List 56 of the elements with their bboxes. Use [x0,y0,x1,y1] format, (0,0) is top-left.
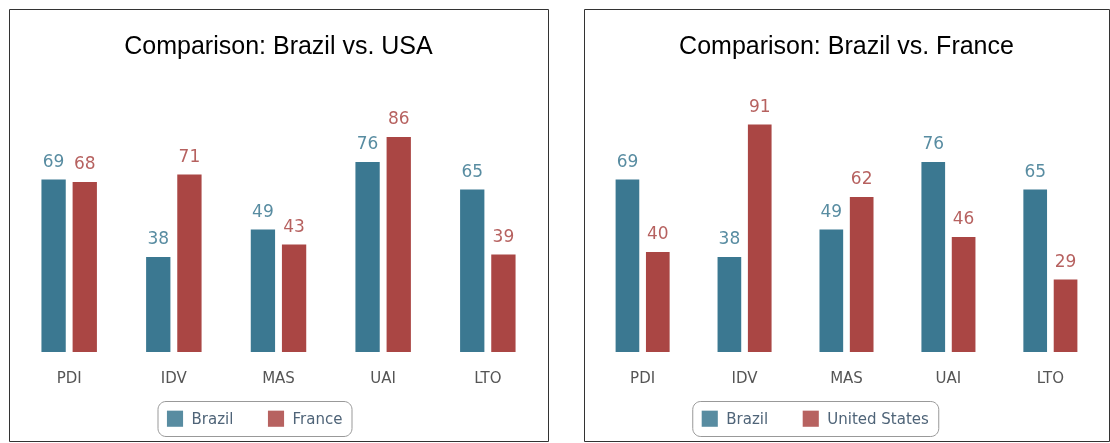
data-label: 49 [252,200,274,221]
bar [645,252,670,352]
bar [615,179,640,352]
legend-label: Brazil [726,409,769,428]
legend-label: Brazil [191,409,234,428]
x-tick-label: IDV [160,368,188,387]
data-label: 65 [1024,160,1047,181]
data-label: 65 [461,160,484,181]
x-tick-label: UAI [370,368,396,387]
bar [41,179,66,352]
chart-title: Comparison: Brazil vs. France [679,31,1014,59]
bar [921,162,946,352]
bar [849,197,874,352]
bar [386,137,411,352]
data-label: 29 [1054,250,1077,271]
bar [355,162,380,352]
bar [146,257,171,352]
data-label: 62 [850,168,873,188]
bar [281,244,307,352]
x-tick-label: PDI [630,368,656,387]
x-tick-label: PDI [56,368,82,387]
data-label: 86 [387,108,410,128]
x-tick-label: LTO [474,368,502,387]
bar [819,229,844,352]
data-label: 38 [718,228,741,248]
bar [1023,189,1048,352]
bar [1053,279,1078,352]
x-tick-label: IDV [731,368,759,387]
data-label: 91 [748,95,771,116]
bar [250,229,276,352]
x-tick-label: MAS [262,368,295,387]
x-tick-label: LTO [1036,368,1065,387]
data-label: 69 [42,150,65,171]
bar [747,124,772,352]
bar [72,182,97,352]
bar [177,174,202,352]
data-label: 40 [646,223,669,243]
data-label: 46 [952,208,975,228]
data-label: 68 [73,153,96,173]
bar [491,254,516,352]
x-tick-label: MAS [830,368,863,387]
legend-label: United States [827,409,930,428]
data-label: 38 [147,228,170,248]
data-label: 71 [178,145,201,166]
bar [460,189,485,352]
data-label: 49 [820,200,843,221]
legend-label: France [292,409,343,428]
data-label: 43 [283,215,305,236]
bar [717,257,742,352]
x-tick-label: UAI [935,368,962,387]
data-label: 76 [356,133,379,153]
data-label: 69 [616,150,639,171]
data-label: 76 [922,133,945,153]
bar [951,237,976,352]
data-label: 39 [492,225,515,246]
chart-title: Comparison: Brazil vs. USA [124,31,434,59]
